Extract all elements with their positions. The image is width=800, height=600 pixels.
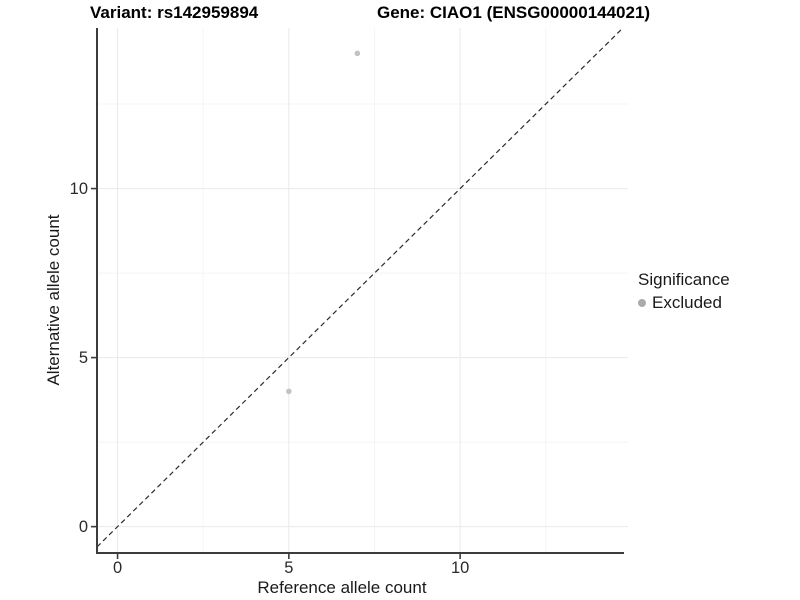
legend: Significance Excluded [638, 270, 730, 313]
x-tick-label: 0 [113, 559, 122, 577]
x-tick-label: 10 [451, 559, 469, 577]
x-tick-label: 5 [284, 559, 293, 577]
excluded-point-icon [638, 299, 646, 307]
identity-line [96, 27, 624, 548]
data-point [286, 388, 292, 395]
y-tick-label: 5 [79, 349, 88, 367]
legend-item-label: Excluded [652, 293, 722, 312]
gene-title: Gene: CIAO1 (ENSG00000144021) [377, 3, 651, 22]
variant-title: Variant: rs142959894 [90, 3, 259, 22]
legend-title: Significance [638, 270, 730, 289]
y-axis-title: Alternative allele count [44, 214, 63, 386]
data-point [354, 50, 361, 57]
legend-item-excluded: Excluded [638, 293, 730, 313]
x-axis-title: Reference allele count [257, 578, 427, 597]
y-tick-label: 0 [79, 518, 88, 536]
y-tick-label: 10 [70, 180, 88, 198]
